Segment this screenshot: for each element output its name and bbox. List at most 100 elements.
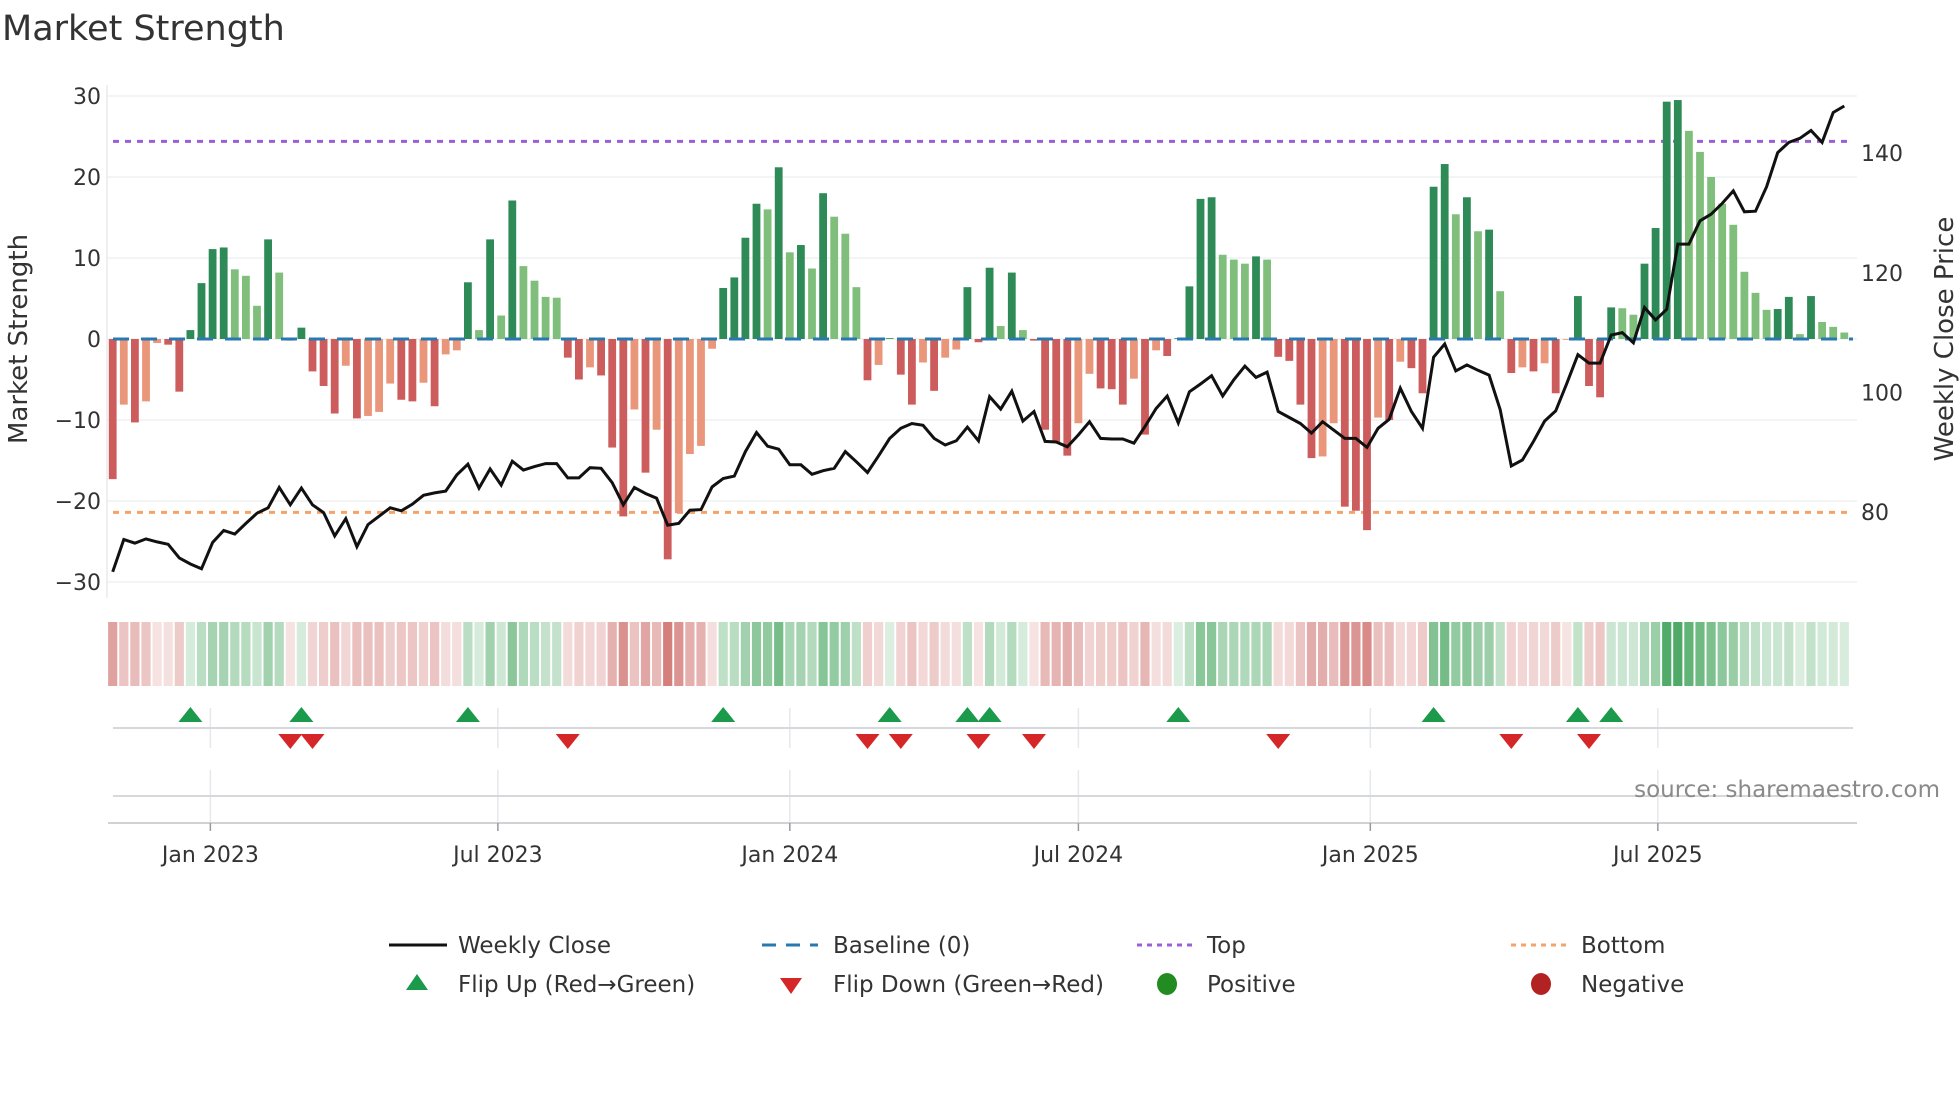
heatmap-cell <box>1373 622 1383 686</box>
legend-item-weekly-close: Weekly Close <box>389 933 611 959</box>
heatmap-cell <box>529 622 540 686</box>
strength-bar <box>1696 151 1704 339</box>
heatmap-cell <box>1251 622 1261 686</box>
strength-bar <box>1551 339 1560 394</box>
heatmap-cell <box>1551 622 1561 686</box>
heatmap-cell <box>1651 622 1661 686</box>
heatmap-cell <box>1673 622 1683 686</box>
strength-bar <box>1374 339 1382 418</box>
y2-axis-ticks: 80 100 120 140 <box>1861 142 1903 526</box>
strength-bar <box>1829 326 1838 339</box>
y-tick-label: 30 <box>73 85 101 110</box>
heatmap-cell <box>274 622 284 686</box>
strength-bar <box>219 247 228 339</box>
heatmap-cell <box>1295 622 1305 686</box>
strength-bar <box>486 239 494 339</box>
y-axis-title: Market Strength <box>4 234 34 444</box>
heatmap-cell <box>485 622 495 686</box>
strength-bar <box>508 200 517 339</box>
strength-bar <box>142 339 150 402</box>
heatmap-cell <box>807 622 817 686</box>
heatmap-cell <box>152 622 162 686</box>
strength-bar <box>1030 339 1038 341</box>
strength-bar <box>663 339 672 560</box>
strength-bar <box>697 339 705 446</box>
strength-bar <box>563 339 572 358</box>
flip-up-marker <box>1565 707 1590 722</box>
heatmap-cell <box>1784 622 1794 686</box>
heatmap-cell <box>341 622 351 686</box>
strength-bar <box>708 339 716 349</box>
heatmap-cell <box>962 622 972 686</box>
strength-bar <box>1196 198 1205 339</box>
strength-bar <box>441 339 450 355</box>
strength-bar <box>797 245 805 339</box>
heatmap-cell <box>640 622 651 686</box>
strength-bar <box>1074 339 1083 424</box>
heatmap-cell <box>1750 622 1761 686</box>
heatmap-cell <box>885 622 895 686</box>
strength-bar <box>1651 228 1660 339</box>
heatmap-cell <box>1184 622 1194 686</box>
heatmap-cell <box>1207 622 1217 686</box>
strength-bar <box>230 269 239 339</box>
strength-bar <box>674 339 683 514</box>
strength-bar <box>774 167 783 339</box>
y2-axis-title: Weekly Close Price <box>1930 217 1960 462</box>
strength-bar <box>741 237 750 339</box>
heatmap-cell <box>1429 622 1439 686</box>
heatmap-cell <box>1262 622 1272 686</box>
strength-bar <box>1596 339 1604 398</box>
strength-bar <box>963 287 972 339</box>
flip-down-marker <box>1577 734 1601 749</box>
legend-label: Negative <box>1581 972 1684 998</box>
red-dot-icon <box>1531 973 1551 995</box>
strength-bar <box>719 287 728 339</box>
strength-bar <box>341 339 350 366</box>
strength-bar <box>641 339 650 473</box>
flip-up-marker <box>877 707 902 722</box>
strength-bar <box>519 266 528 339</box>
heatmap-cell <box>896 622 906 686</box>
strength-bar <box>530 280 539 339</box>
strength-bar <box>1063 339 1072 456</box>
heatmap-cell <box>985 622 995 686</box>
strength-bar <box>1163 339 1172 357</box>
x-tick-label: Jul 2024 <box>1032 843 1124 868</box>
y-tick-label: −10 <box>55 409 101 434</box>
heatmap-cell <box>252 622 262 686</box>
flip-markers-panel <box>108 707 1857 824</box>
strength-bar <box>375 339 383 412</box>
flip-down-marker <box>1499 734 1524 749</box>
strength-bar <box>930 339 938 391</box>
heatmap-cell <box>352 622 362 686</box>
strength-bar <box>452 339 461 351</box>
heatmap-cell <box>463 622 473 686</box>
legend-item-bottom: Bottom <box>1511 933 1665 959</box>
legend-label: Weekly Close <box>458 933 611 959</box>
heatmap-cell <box>1451 622 1461 686</box>
heatmap-cell <box>607 622 617 686</box>
strength-bar <box>197 283 206 339</box>
heatmap-cell <box>785 622 795 686</box>
heatmap-cell <box>1573 622 1583 686</box>
y-tick-label: 0 <box>87 328 101 353</box>
heatmap-cell <box>774 622 784 686</box>
legend-item-flip-up: Flip Up (Red→Green) <box>406 972 695 998</box>
strength-bar <box>386 339 395 384</box>
heatmap-cell <box>618 622 628 686</box>
strength-bar <box>1107 339 1116 390</box>
heatmap-cell <box>1462 622 1472 686</box>
strength-bar <box>1385 339 1394 420</box>
strength-bar <box>1218 254 1227 339</box>
strength-bar <box>475 330 483 339</box>
strength-bar <box>1041 339 1049 430</box>
legend-item-baseline: Baseline (0) <box>762 933 970 959</box>
strength-bar <box>1440 164 1449 339</box>
heatmap-cell <box>296 622 306 686</box>
source-credit: source: sharemaestro.com <box>1634 777 1940 803</box>
heatmap-cell <box>330 622 340 686</box>
strength-bar <box>1540 339 1549 364</box>
heatmap-cell <box>574 622 584 686</box>
heatmap-cell <box>1406 622 1416 686</box>
